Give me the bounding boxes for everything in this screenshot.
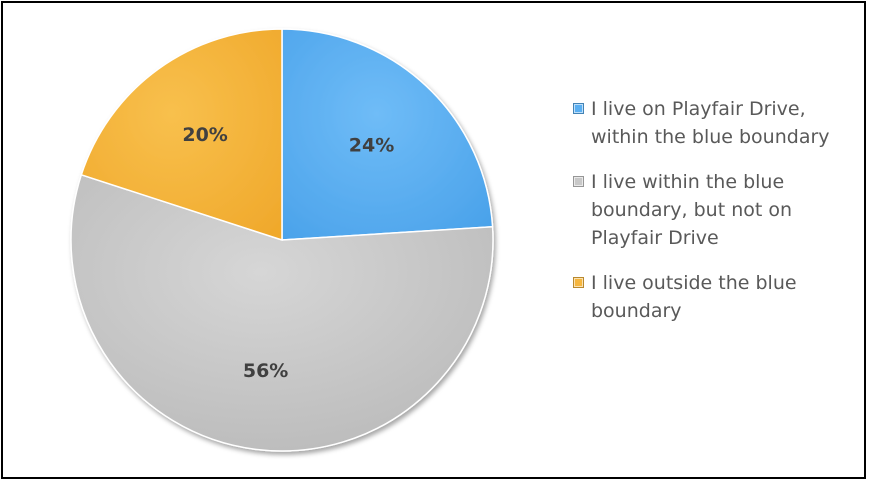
legend-item-outside-boundary: I live outside the blue boundary [573,269,853,325]
pie-slice-outside-boundary [80,28,283,242]
pie-slice-within-boundary [70,173,494,452]
legend-item-within-boundary: I live within the blue boundary, but not… [573,168,853,252]
pie-label-within-boundary: 56% [243,360,288,382]
legend-item-playfair-drive: I live on Playfair Drive, within the blu… [573,95,853,151]
legend-label: I live on Playfair Drive, within the blu… [591,98,830,148]
pie-slice-playfair-drive [281,28,494,241]
legend-swatch-orange [573,277,584,288]
pie-label-playfair-drive: 24% [349,135,394,157]
legend-label: I live outside the blue boundary [591,272,797,322]
legend-swatch-gray [573,176,584,187]
legend-label: I live within the blue boundary, but not… [591,171,793,249]
pie-label-outside-boundary: 20% [182,124,227,146]
pie-slices [70,28,494,452]
chart-legend: I live on Playfair Drive, within the blu… [573,95,853,342]
pie-labels: 24% 56% 20% [182,124,394,382]
legend-swatch-blue [573,103,584,114]
